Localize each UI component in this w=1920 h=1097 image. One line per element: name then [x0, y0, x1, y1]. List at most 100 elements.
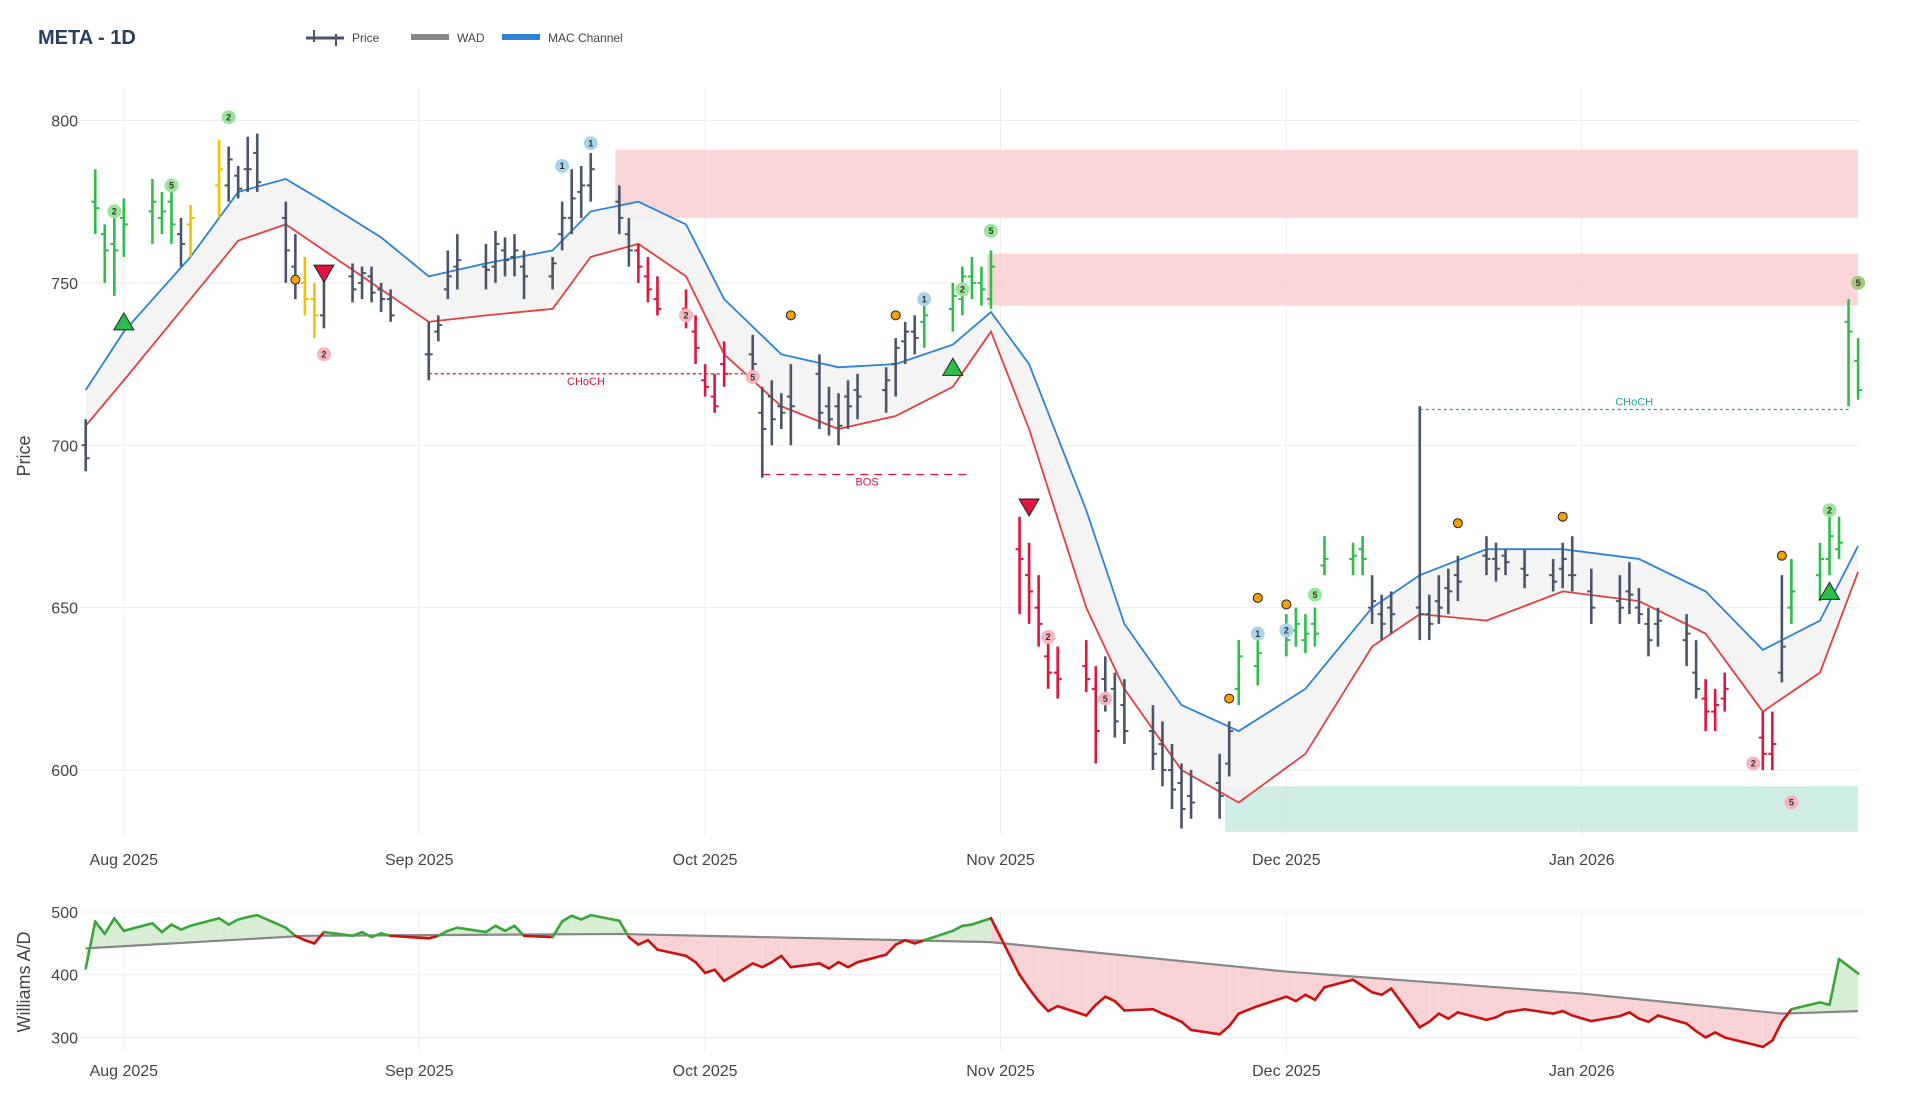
wad-fill-segment — [1553, 991, 1563, 1014]
wad-line-segment — [1161, 1012, 1174, 1019]
wad-line-segment — [1170, 1016, 1183, 1024]
ohlc-bar — [119, 198, 128, 257]
wad-fill-segment — [1381, 978, 1392, 995]
ohlc-bar — [1148, 705, 1157, 771]
wad-fill-segment — [95, 921, 105, 948]
ohlc-bar — [701, 364, 710, 397]
ohlc-bar — [720, 341, 729, 387]
ohlc-bar — [281, 201, 290, 283]
wad-line-segment — [722, 962, 755, 983]
ohlc-bar — [215, 139, 224, 218]
wad-fill-segment — [1419, 981, 1430, 1028]
ohlc-bar — [643, 256, 652, 303]
wad-line-segment — [1523, 1007, 1555, 1015]
ohlc-bar — [1815, 542, 1824, 602]
ohlc-bar — [577, 165, 586, 218]
legend-item-mac-channel[interactable]: MAC Channel — [502, 31, 623, 45]
wad-fill-segment — [1572, 992, 1592, 1022]
wad-line-segment — [1771, 1020, 1784, 1042]
ohlc-bar — [1835, 516, 1844, 559]
signal-dot — [1281, 599, 1292, 610]
wad-line-segment — [827, 960, 840, 970]
ohlc-bar — [443, 250, 452, 300]
wave-badge-label: 5 — [169, 181, 174, 191]
wad-line-segment — [713, 968, 726, 983]
wave-badge-label: 5 — [1312, 590, 1317, 600]
wad-line-segment — [151, 921, 164, 934]
signal-dot — [1776, 550, 1787, 561]
legend[interactable]: Price WAD MAC Channel — [306, 30, 623, 46]
wad-axis-title: Williams A/D — [14, 931, 34, 1032]
signal-triangle-up — [112, 311, 135, 331]
signal-triangle-down — [313, 264, 335, 284]
wad-fill-segment — [1257, 968, 1287, 1007]
ohlc-bar — [1491, 542, 1500, 582]
wad-line-segment — [1618, 1011, 1631, 1018]
supply-zone — [615, 149, 1858, 218]
ohlc-bar — [901, 321, 910, 365]
ohlc-bar — [586, 152, 595, 202]
wad-line-segment — [227, 918, 240, 926]
ohlc-bar — [1044, 640, 1053, 689]
ohlc-bar — [1053, 646, 1062, 699]
wad-fill-segment — [114, 918, 124, 947]
wad-line-segment — [113, 916, 126, 933]
wad-fill-segment — [1638, 999, 1649, 1022]
ohlc-bar — [348, 263, 357, 303]
ohlc-bar — [1120, 679, 1129, 745]
wad-line-segment — [494, 924, 507, 933]
signal-dot — [290, 274, 301, 285]
ohlc-bar — [500, 237, 509, 277]
wad-fill-segment — [152, 923, 162, 945]
wad-fill-segment — [571, 915, 582, 935]
wad-fill-segment — [1152, 958, 1163, 1014]
wave-badge: 1 — [583, 136, 598, 151]
ohlc-bar — [1787, 558, 1796, 624]
wad-line-segment — [217, 916, 230, 926]
wave-badge-label: 5 — [1103, 694, 1108, 704]
wad-fill-segment — [1657, 1001, 1687, 1024]
wave-badge-label: 5 — [1789, 798, 1794, 808]
signal-dot — [1452, 518, 1463, 529]
ohlc-bar — [424, 321, 433, 381]
legend-item-wad[interactable]: WAD — [411, 31, 485, 45]
wad-fill-segment — [1038, 946, 1049, 1012]
wad-line-segment — [322, 930, 354, 938]
wad-line-segment — [427, 934, 440, 940]
wad-line-segment — [770, 954, 783, 964]
ohlc-bar — [815, 354, 824, 430]
ohlc-bar — [491, 230, 500, 283]
wad-panel: 300 400 500 Aug 2025 Sep 2025 Oct 2025 Nov 20… — [14, 905, 1860, 1080]
wad-line-segment — [1504, 1007, 1526, 1014]
wad-line-segment — [846, 960, 859, 969]
wad-line-segment — [818, 962, 831, 970]
wad-fill-segment — [1619, 997, 1630, 1017]
ohlc-bar — [1187, 770, 1196, 819]
wad-line-segment — [360, 930, 373, 939]
ohlc-bar — [1387, 591, 1396, 634]
wad-line-segment — [1561, 1009, 1574, 1017]
wad-fill-segment — [1591, 994, 1620, 1022]
wad-y-ticks: 300 400 500 — [51, 905, 78, 1047]
wad-line-segment — [1656, 1014, 1688, 1025]
supply-zone — [986, 253, 1858, 306]
zones — [615, 149, 1858, 832]
y-tick-label: 500 — [51, 905, 78, 922]
x-tick-label: Dec 2025 — [1252, 852, 1321, 869]
wad-fill-segment — [1238, 966, 1258, 1014]
wad-line-segment — [1084, 1003, 1098, 1017]
wad-line-segment — [627, 935, 640, 946]
wave-badge: 5 — [983, 223, 998, 238]
wad-line-segment — [913, 938, 926, 945]
wad-line-segment — [903, 938, 917, 945]
wad-line-segment — [93, 920, 107, 936]
wad-line-segment — [246, 913, 259, 919]
wad-line-segment — [1018, 973, 1031, 990]
wave-badge: 5 — [1307, 587, 1322, 602]
wave-badge: 1 — [555, 158, 570, 173]
x-tick-label: Aug 2025 — [90, 852, 159, 869]
ohlc-bar — [177, 217, 186, 267]
wave-badge: 5 — [1098, 691, 1113, 706]
legend-item-price[interactable]: Price — [306, 30, 380, 46]
y-tick-label: 600 — [51, 763, 78, 780]
